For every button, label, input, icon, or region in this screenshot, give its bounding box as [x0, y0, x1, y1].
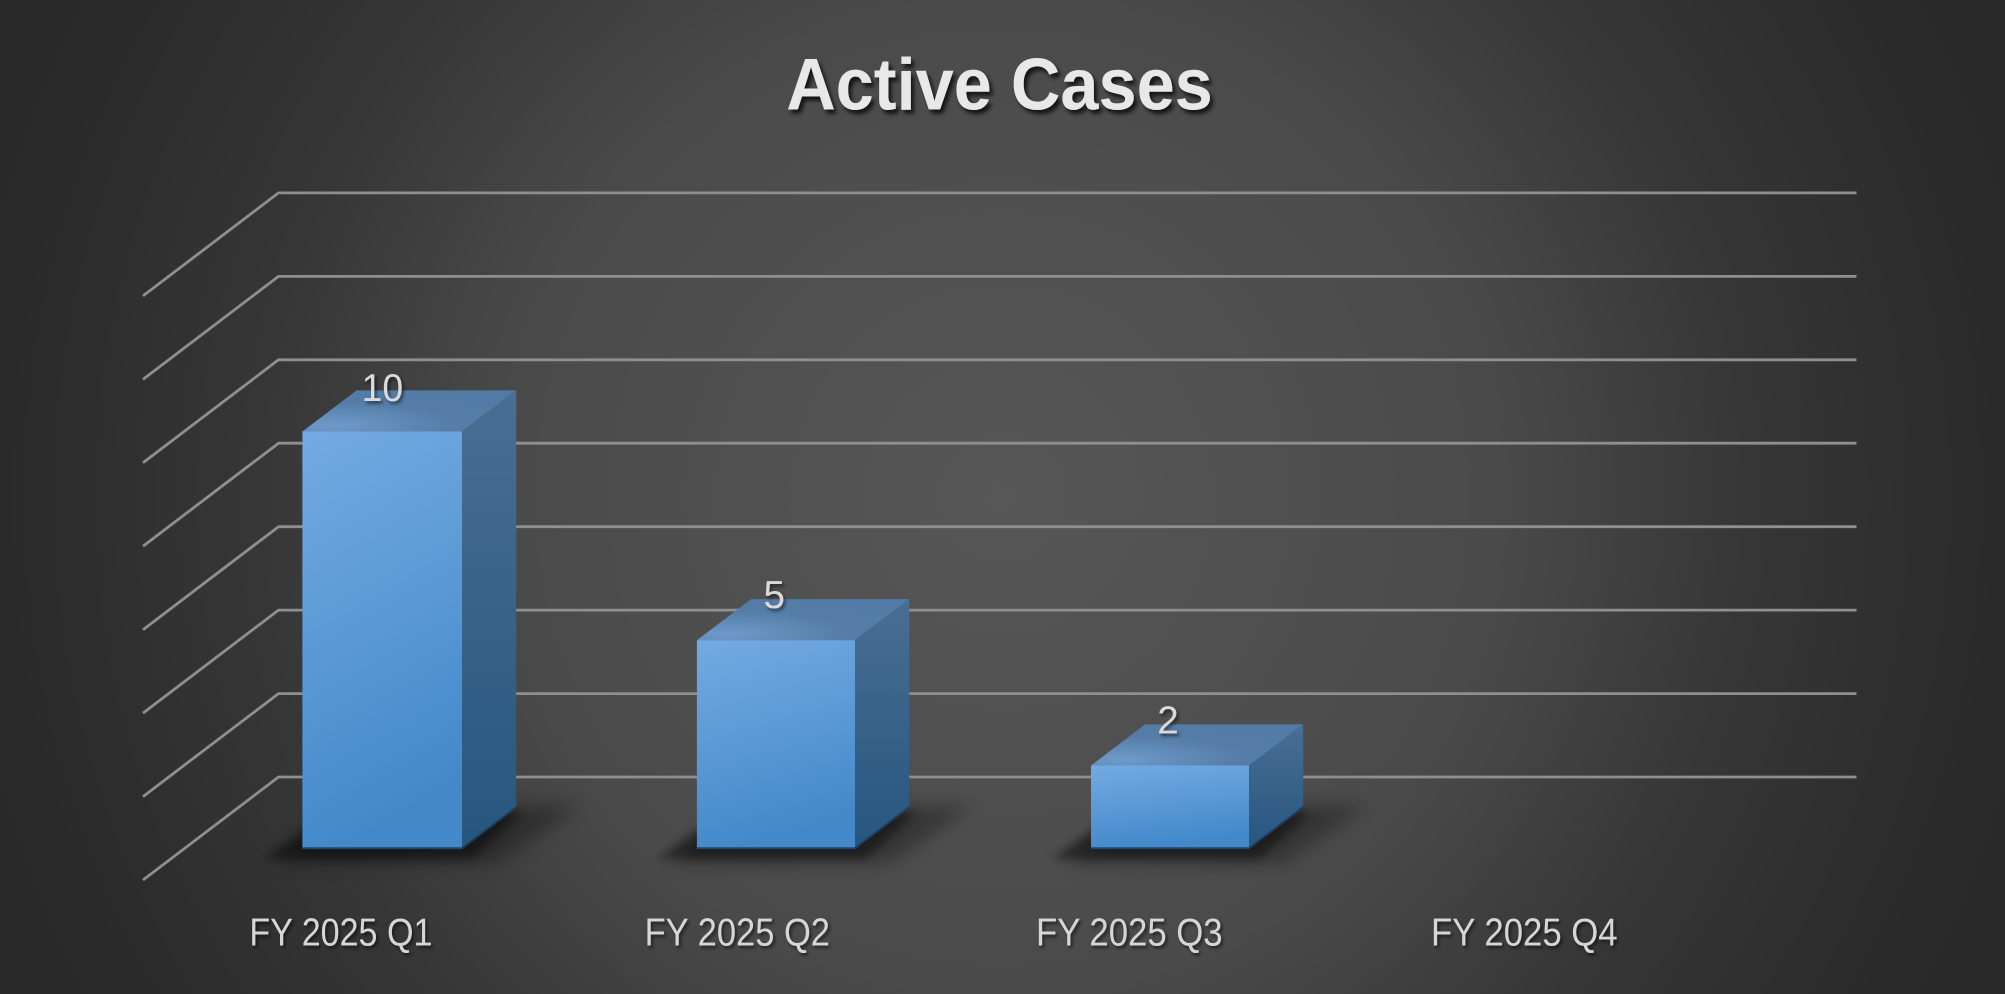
- svg-text:FY 2025 Q4: FY 2025 Q4: [1431, 912, 1618, 955]
- svg-text:Active Cases: Active Cases: [786, 44, 1213, 126]
- svg-text:2: 2: [1157, 700, 1179, 743]
- svg-text:FY 2025 Q1: FY 2025 Q1: [249, 912, 432, 955]
- svg-text:5: 5: [764, 574, 786, 617]
- svg-text:FY 2025 Q2: FY 2025 Q2: [645, 912, 830, 955]
- svg-text:FY 2025 Q3: FY 2025 Q3: [1036, 912, 1223, 955]
- svg-text:10: 10: [362, 367, 404, 410]
